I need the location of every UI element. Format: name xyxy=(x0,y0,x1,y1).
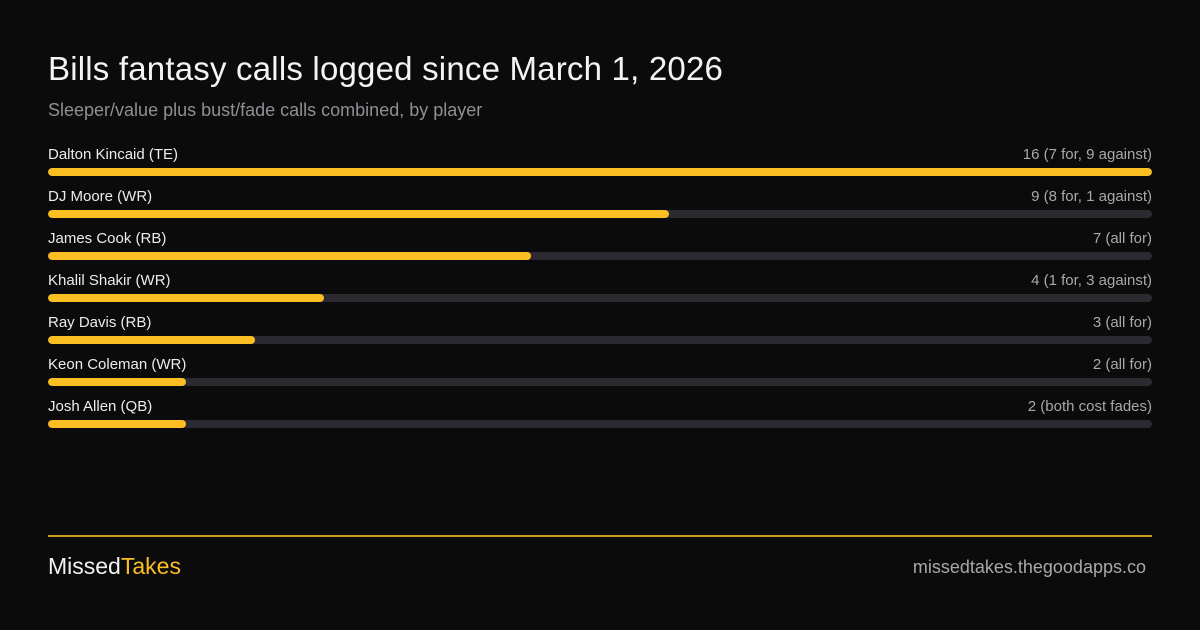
bar-row: Dalton Kincaid (TE) 16 (7 for, 9 against) xyxy=(48,144,1152,186)
bar-label: Josh Allen (QB) xyxy=(48,398,153,415)
site-url: missedtakes.thegoodapps.co xyxy=(912,557,1146,577)
bar-row: James Cook (RB) 7 (all for) xyxy=(48,228,1152,270)
bar-value-label: 16 (7 for, 9 against) xyxy=(1022,146,1152,163)
bar xyxy=(48,420,186,428)
chart-subtitle: Sleeper/value plus bust/fade calls combi… xyxy=(48,100,483,120)
bar-label: Khalil Shakir (WR) xyxy=(48,272,171,289)
bar-row: DJ Moore (WR) 9 (8 for, 1 against) xyxy=(48,186,1152,228)
bar xyxy=(48,336,255,344)
bar-value-label: 9 (8 for, 1 against) xyxy=(1031,188,1152,205)
bar-value-label: 7 (all for) xyxy=(1092,230,1152,247)
bar xyxy=(48,252,531,260)
bar-row: Ray Davis (RB) 3 (all for) xyxy=(48,312,1152,354)
bar-track xyxy=(48,420,1152,428)
brand-logo: MissedTakes xyxy=(48,553,181,580)
bar xyxy=(48,210,669,218)
bar xyxy=(48,168,1152,176)
bar-row: Keon Coleman (WR) 2 (all for) xyxy=(48,354,1152,396)
bar-track xyxy=(48,378,1152,386)
brand-name-part1: Missed xyxy=(48,553,121,579)
footer-divider xyxy=(48,535,1152,537)
bar-label: Dalton Kincaid (TE) xyxy=(48,146,179,163)
bar-label: Ray Davis (RB) xyxy=(48,314,152,331)
bar-track xyxy=(48,252,1152,260)
bar xyxy=(48,378,186,386)
bar-row: Khalil Shakir (WR) 4 (1 for, 3 against) xyxy=(48,270,1152,312)
bar-chart: Dalton Kincaid (TE) 16 (7 for, 9 against)… xyxy=(48,144,1152,438)
bar-label: James Cook (RB) xyxy=(48,230,167,247)
bar-value-label: 2 (both cost fades) xyxy=(1027,398,1152,415)
bar-track xyxy=(48,294,1152,302)
bar-track xyxy=(48,336,1152,344)
bar-value-label: 2 (all for) xyxy=(1092,356,1152,373)
bar-value-label: 4 (1 for, 3 against) xyxy=(1031,272,1152,289)
bar-label: Keon Coleman (WR) xyxy=(48,356,187,373)
bar-label: DJ Moore (WR) xyxy=(48,188,153,205)
bar-track xyxy=(48,210,1152,218)
chart-title: Bills fantasy calls logged since March 1… xyxy=(48,50,724,87)
bar xyxy=(48,294,324,302)
bar-value-label: 3 (all for) xyxy=(1092,314,1152,331)
bar-row: Josh Allen (QB) 2 (both cost fades) xyxy=(48,396,1152,438)
bar-track xyxy=(48,168,1152,176)
brand-name-part2: Takes xyxy=(120,553,181,579)
